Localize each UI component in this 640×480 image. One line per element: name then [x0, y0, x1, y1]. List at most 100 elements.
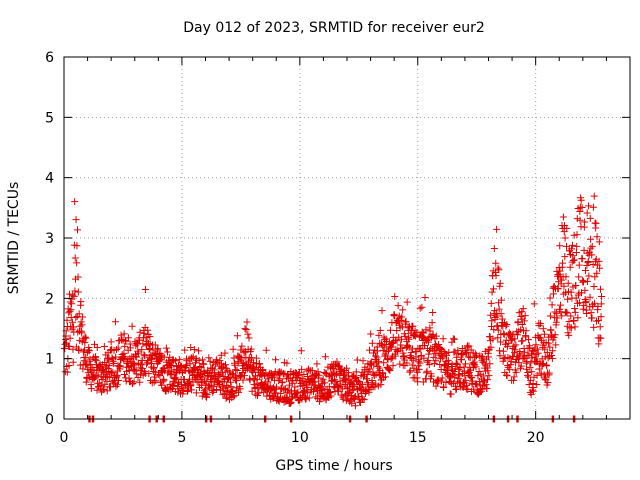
data-point [483, 384, 491, 392]
data-point [421, 294, 429, 302]
data-point [484, 353, 492, 361]
data-point [332, 370, 340, 378]
data-point [240, 372, 248, 380]
data-point [391, 352, 399, 360]
data-point [195, 347, 203, 355]
data-point [152, 377, 160, 385]
data-point [519, 337, 527, 345]
data-point [507, 361, 515, 369]
data-point [569, 257, 577, 265]
data-point [100, 385, 108, 393]
data-point [439, 354, 447, 362]
data-point [407, 352, 415, 360]
data-point [297, 347, 305, 355]
data-point [113, 371, 121, 379]
data-point [328, 372, 336, 380]
data-point [552, 341, 560, 349]
data-point [403, 298, 411, 306]
data-point [569, 252, 577, 260]
data-point [82, 378, 90, 386]
data-point [584, 257, 592, 265]
data-point [579, 305, 587, 313]
data-point [439, 335, 447, 343]
data-point [321, 379, 329, 387]
data-point [140, 351, 148, 359]
data-point [573, 231, 581, 239]
data-point [386, 326, 394, 334]
data-point [450, 335, 458, 343]
data-point [430, 360, 438, 368]
data-point [175, 356, 183, 364]
data-point [449, 335, 457, 343]
data-point [503, 321, 511, 329]
data-point [596, 264, 604, 272]
data-point [74, 273, 82, 281]
data-point [150, 373, 158, 381]
data-point [499, 347, 507, 355]
data-point [333, 358, 341, 366]
data-point [209, 388, 217, 396]
data-point [472, 363, 480, 371]
data-point [551, 308, 559, 316]
data-point [488, 288, 496, 296]
data-point [247, 345, 255, 353]
data-point [218, 364, 226, 372]
data-point [563, 224, 571, 232]
data-point [540, 330, 548, 338]
data-point [387, 343, 395, 351]
data-point [347, 379, 355, 387]
data-point [373, 347, 381, 355]
data-point [530, 300, 538, 308]
data-point [566, 263, 574, 271]
data-point [586, 214, 594, 222]
data-point [379, 346, 387, 354]
data-point [585, 272, 593, 280]
x-tick-label: 0 [60, 430, 69, 446]
data-point [294, 388, 302, 396]
data-point [181, 346, 189, 354]
data-point [356, 398, 364, 406]
data-point [368, 339, 376, 347]
data-point [351, 402, 359, 410]
data-point [418, 303, 426, 311]
data-point [199, 356, 207, 364]
data-point [327, 377, 335, 385]
data-point [120, 330, 128, 338]
data-point [430, 378, 438, 386]
data-point [293, 389, 301, 397]
data-point [575, 261, 583, 269]
data-point [79, 313, 87, 321]
data-point [73, 242, 81, 250]
y-tick-label: 3 [45, 231, 54, 247]
data-point [485, 372, 493, 380]
data-point [126, 344, 134, 352]
data-point [406, 367, 414, 375]
data-point [113, 345, 121, 353]
data-point [533, 381, 541, 389]
data-point [97, 381, 105, 389]
data-point [399, 306, 407, 314]
data-point [571, 304, 579, 312]
data-point [365, 385, 373, 393]
data-point [100, 342, 108, 350]
data-point [243, 318, 251, 326]
data-point [366, 360, 374, 368]
data-point [186, 382, 194, 390]
y-tick-label: 5 [45, 110, 54, 126]
data-point [416, 304, 424, 312]
data-point [405, 343, 413, 351]
data-point [576, 299, 584, 307]
data-point [401, 332, 409, 340]
data-point [432, 382, 440, 390]
data-point [200, 360, 208, 368]
data-point [68, 318, 76, 326]
data-point [593, 233, 601, 241]
data-point [317, 383, 325, 391]
data-point [455, 370, 463, 378]
data-point [494, 334, 502, 342]
data-point [63, 368, 71, 376]
data-point [125, 374, 133, 382]
data-point [561, 234, 569, 242]
data-point [415, 365, 423, 373]
data-point [503, 343, 511, 351]
